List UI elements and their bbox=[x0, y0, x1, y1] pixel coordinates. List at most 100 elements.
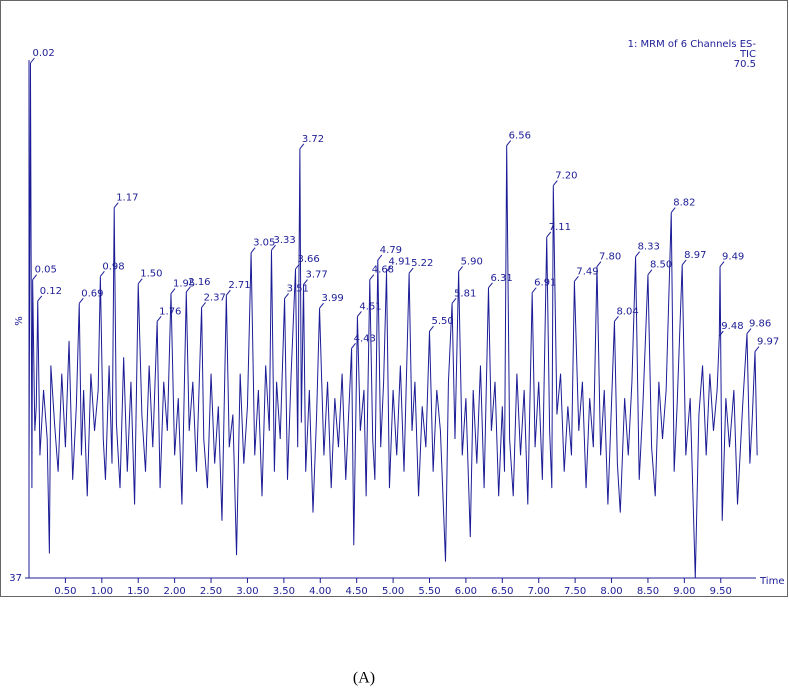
caption: (A) bbox=[353, 670, 375, 687]
x-tick-label: 7.00 bbox=[528, 586, 550, 597]
peak-leader bbox=[670, 207, 676, 213]
peak-leader bbox=[719, 261, 725, 267]
x-axis-label: Time bbox=[759, 576, 784, 587]
x-tick-label: 8.50 bbox=[637, 586, 659, 597]
peak-leader bbox=[531, 287, 537, 294]
peak-label: 8.82 bbox=[673, 198, 695, 209]
peak-leader bbox=[284, 293, 289, 299]
frame bbox=[0, 0, 788, 597]
peak-label: 3.72 bbox=[302, 134, 324, 145]
peak-label: 1.50 bbox=[140, 269, 162, 280]
peak-leader bbox=[552, 180, 558, 186]
y-axis-label: % bbox=[14, 316, 25, 326]
peak-leader bbox=[99, 271, 105, 277]
peak-label: 1.95 bbox=[173, 279, 195, 290]
x-tick-label: 1.50 bbox=[127, 586, 149, 597]
y-tick-label: 37 bbox=[9, 573, 22, 584]
x-tick-label: 5.50 bbox=[418, 586, 440, 597]
peak-label: 8.33 bbox=[638, 242, 660, 253]
peak-leader bbox=[386, 266, 391, 272]
peak-leader bbox=[78, 298, 84, 304]
x-tick-label: 1.00 bbox=[91, 586, 113, 597]
peak-leader bbox=[681, 259, 687, 266]
x-tick-label: 9.00 bbox=[673, 586, 695, 597]
x-tick-label: 6.00 bbox=[455, 586, 477, 597]
peak-label: 7.49 bbox=[576, 266, 598, 277]
x-tick-label: 0.50 bbox=[54, 586, 76, 597]
x-tick-label: 9.50 bbox=[710, 586, 732, 597]
peak-label: 3.51 bbox=[287, 283, 309, 294]
peak-leader bbox=[32, 274, 38, 280]
peak-label: 5.81 bbox=[454, 288, 476, 299]
peak-leader bbox=[299, 143, 305, 150]
peak-leader bbox=[647, 269, 653, 276]
peak-label: 6.31 bbox=[490, 273, 512, 284]
peak-label: 9.48 bbox=[721, 321, 743, 332]
peak-label: 6.91 bbox=[534, 278, 556, 289]
peak-leader bbox=[357, 311, 362, 317]
peak-label: 7.20 bbox=[555, 171, 577, 182]
peak-label: 1.17 bbox=[116, 193, 138, 204]
peak-leader bbox=[250, 247, 256, 253]
peak-label: 3.77 bbox=[306, 270, 328, 281]
peak-leader bbox=[596, 261, 602, 267]
peak-label: 9.49 bbox=[722, 252, 744, 263]
peak-label: 6.56 bbox=[509, 131, 531, 142]
peak-leader bbox=[754, 346, 760, 352]
peak-label: 2.16 bbox=[188, 277, 210, 288]
peak-label: 4.91 bbox=[389, 256, 411, 267]
peak-label: 2.37 bbox=[204, 292, 226, 303]
peak-label: 0.02 bbox=[32, 48, 54, 59]
peak-label: 4.51 bbox=[359, 301, 381, 312]
x-tick-label: 3.00 bbox=[236, 586, 258, 597]
peak-leader bbox=[156, 316, 162, 322]
peak-leader bbox=[170, 288, 176, 294]
peak-leader bbox=[271, 244, 276, 251]
peak-leader bbox=[30, 57, 35, 64]
peak-label: 7.80 bbox=[599, 252, 621, 263]
peak-leader bbox=[574, 275, 579, 282]
peak-label: 8.50 bbox=[650, 260, 672, 271]
peak-leader bbox=[546, 231, 552, 238]
peak-label: 4.43 bbox=[354, 333, 376, 344]
x-tick-label: 8.00 bbox=[600, 586, 622, 597]
peak-label: 0.69 bbox=[81, 288, 103, 299]
peak-label: 9.86 bbox=[749, 319, 771, 330]
peak-label: 0.05 bbox=[35, 265, 57, 276]
peak-leader bbox=[295, 263, 300, 270]
peak-label: 2.71 bbox=[228, 280, 250, 291]
peak-leader bbox=[429, 325, 434, 332]
x-tick-label: 2.50 bbox=[200, 586, 222, 597]
peak-leader bbox=[113, 202, 119, 209]
x-tick-label: 5.00 bbox=[382, 586, 404, 597]
peak-label: 5.50 bbox=[431, 316, 453, 327]
peak-label: 4.79 bbox=[380, 245, 402, 256]
peak-label: 3.99 bbox=[322, 293, 344, 304]
header-line: TIC bbox=[739, 49, 756, 60]
peak-label: 8.97 bbox=[684, 250, 706, 261]
peak-leader bbox=[458, 266, 464, 272]
peak-label: 5.22 bbox=[411, 258, 433, 269]
peak-leader bbox=[319, 302, 324, 309]
peak-label: 8.04 bbox=[616, 306, 638, 317]
peak-leader bbox=[635, 251, 640, 258]
peak-leader bbox=[506, 140, 512, 146]
peak-leader bbox=[351, 342, 356, 349]
peak-leader bbox=[718, 330, 724, 337]
peak-leader bbox=[369, 274, 375, 280]
peak-label: 3.05 bbox=[253, 238, 275, 249]
peak-leader bbox=[225, 289, 231, 296]
x-tick-label: 7.50 bbox=[564, 586, 586, 597]
peak-label: 1.76 bbox=[159, 306, 181, 317]
peak-leader bbox=[746, 328, 752, 334]
x-tick-label: 6.50 bbox=[491, 586, 513, 597]
peak-leader bbox=[377, 254, 383, 261]
x-tick-label: 2.00 bbox=[164, 586, 186, 597]
peak-label: 4.68 bbox=[372, 265, 394, 276]
peak-leader bbox=[37, 295, 43, 302]
peak-leader bbox=[137, 278, 143, 285]
peak-leader bbox=[614, 316, 619, 322]
peak-label: 7.11 bbox=[549, 222, 571, 233]
peak-label: 9.97 bbox=[757, 337, 779, 348]
x-tick-label: 4.50 bbox=[346, 586, 368, 597]
